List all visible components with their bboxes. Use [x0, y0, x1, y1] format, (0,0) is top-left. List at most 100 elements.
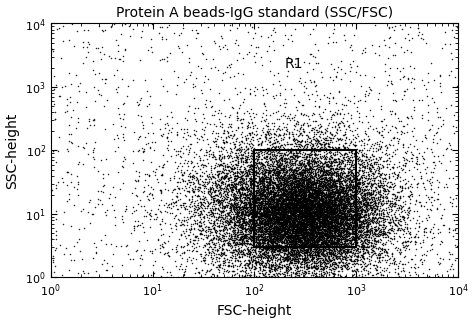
Point — [353, 238, 360, 243]
Point — [243, 173, 251, 178]
Point — [415, 30, 422, 35]
Point — [317, 245, 325, 250]
Point — [317, 204, 324, 210]
Point — [212, 214, 219, 219]
Point — [312, 159, 320, 165]
Point — [220, 205, 228, 211]
Point — [436, 80, 443, 86]
Point — [323, 168, 331, 173]
Point — [232, 204, 240, 209]
Point — [215, 236, 222, 241]
Point — [272, 245, 279, 250]
Point — [409, 75, 416, 80]
Point — [335, 174, 342, 179]
Point — [264, 220, 271, 225]
Point — [290, 223, 297, 228]
Point — [323, 213, 330, 218]
Point — [321, 241, 329, 247]
Point — [312, 252, 319, 257]
Point — [293, 151, 301, 156]
Point — [333, 167, 340, 172]
Point — [341, 199, 348, 204]
Point — [228, 188, 236, 193]
Point — [233, 25, 240, 30]
Point — [229, 248, 237, 253]
Point — [303, 251, 311, 256]
Point — [291, 217, 299, 223]
Point — [325, 198, 333, 203]
Point — [317, 202, 324, 207]
Point — [325, 248, 333, 253]
Point — [377, 172, 385, 177]
Point — [216, 224, 223, 229]
Point — [438, 212, 446, 217]
Point — [407, 150, 414, 155]
Point — [282, 245, 290, 250]
Point — [345, 179, 353, 185]
Point — [274, 197, 282, 202]
Point — [328, 237, 336, 243]
Point — [213, 216, 221, 222]
Point — [334, 220, 341, 225]
Point — [313, 210, 321, 215]
Point — [292, 213, 299, 218]
Point — [282, 200, 290, 205]
Point — [220, 145, 228, 150]
Point — [274, 218, 282, 224]
Point — [258, 192, 265, 198]
Point — [305, 223, 312, 228]
Point — [381, 219, 389, 224]
Point — [359, 243, 366, 248]
Point — [360, 228, 367, 233]
Point — [254, 189, 262, 194]
Point — [259, 171, 267, 176]
Point — [268, 205, 276, 211]
Point — [293, 236, 301, 241]
Point — [284, 197, 292, 202]
Point — [219, 271, 227, 276]
Point — [337, 232, 344, 237]
Point — [356, 208, 364, 213]
Point — [309, 222, 316, 227]
Point — [450, 34, 457, 40]
Point — [311, 168, 319, 174]
Point — [219, 258, 227, 263]
Point — [308, 156, 315, 161]
Point — [358, 138, 365, 143]
Point — [298, 228, 306, 234]
Point — [337, 190, 345, 195]
Point — [340, 219, 347, 224]
Point — [261, 234, 268, 239]
Point — [339, 197, 347, 202]
Point — [232, 186, 239, 191]
Point — [307, 187, 314, 192]
Point — [346, 248, 354, 253]
Point — [321, 209, 329, 214]
Point — [302, 248, 310, 253]
Point — [289, 182, 296, 188]
Point — [321, 256, 328, 261]
Point — [229, 188, 237, 193]
Point — [219, 226, 227, 232]
Point — [315, 230, 323, 235]
Point — [346, 215, 354, 221]
Point — [268, 197, 275, 202]
Point — [318, 179, 325, 184]
Point — [158, 197, 165, 202]
Point — [261, 228, 268, 234]
Point — [316, 226, 323, 231]
Point — [331, 222, 338, 227]
Point — [350, 219, 357, 225]
Point — [316, 247, 323, 252]
Point — [326, 179, 334, 185]
Point — [317, 213, 324, 218]
Point — [291, 178, 298, 183]
Point — [428, 247, 436, 252]
Point — [281, 217, 288, 222]
Point — [311, 202, 319, 208]
Point — [370, 209, 378, 214]
Point — [345, 216, 352, 221]
Point — [342, 243, 350, 248]
Point — [317, 196, 325, 201]
Point — [307, 222, 314, 227]
